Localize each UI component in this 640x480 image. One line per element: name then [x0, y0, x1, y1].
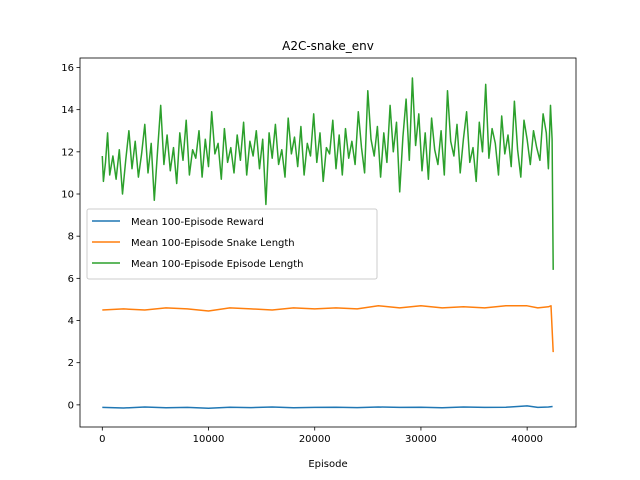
x-tick-label: 0 — [99, 434, 105, 445]
plot-frame — [79, 57, 577, 428]
x-tick-label: 40000 — [511, 434, 543, 445]
y-tick-label: 8 — [68, 232, 74, 243]
legend-label: Mean 100-Episode Episode Length — [131, 259, 304, 270]
x-tick-label: 20000 — [299, 434, 331, 445]
y-tick-label: 6 — [68, 274, 74, 285]
legend-label: Mean 100-Episode Reward — [131, 217, 264, 228]
legend-label: Mean 100-Episode Snake Length — [131, 238, 295, 249]
y-tick-label: 4 — [68, 316, 74, 327]
series-line-2 — [101, 77, 554, 270]
legend: Mean 100-Episode Reward Mean 100-Episode … — [86, 208, 378, 280]
y-axis: 0 2 4 6 8 10 12 14 16 — [61, 63, 80, 411]
chart-title: A2C-snake_env — [282, 39, 374, 53]
y-tick-label: 0 — [68, 400, 74, 411]
x-axis-label: Episode — [308, 459, 347, 470]
y-tick-label: 10 — [61, 190, 74, 201]
series-line-0 — [102, 405, 553, 409]
x-axis: 0 10000 20000 30000 40000 — [99, 427, 543, 445]
y-tick-label: 14 — [61, 105, 74, 116]
legend-box — [86, 208, 378, 280]
y-tick-label: 2 — [68, 358, 74, 369]
series-line-1 — [102, 305, 554, 353]
x-tick-label: 10000 — [193, 434, 225, 445]
y-tick-label: 12 — [61, 147, 74, 158]
y-tick-label: 16 — [61, 63, 74, 74]
x-tick-label: 30000 — [405, 434, 437, 445]
series-layer — [101, 77, 554, 409]
